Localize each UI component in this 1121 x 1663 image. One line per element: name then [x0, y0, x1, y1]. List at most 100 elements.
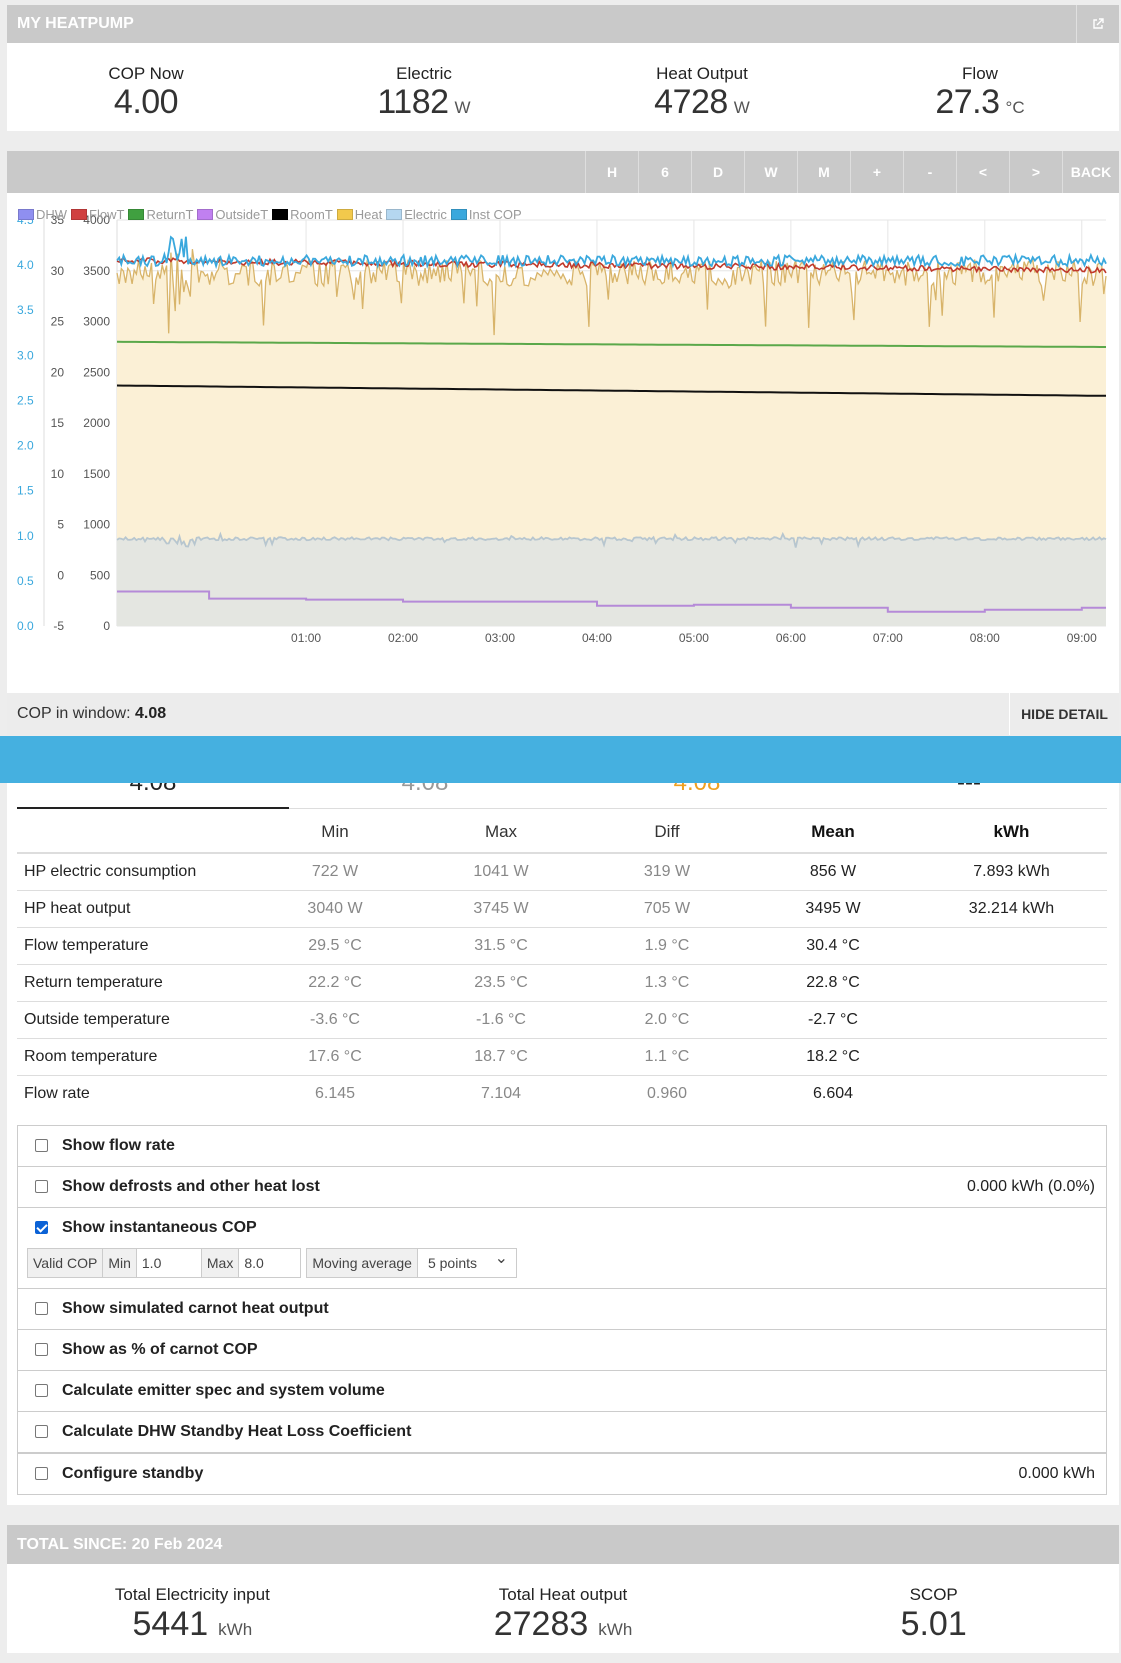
stat-unit: W: [733, 98, 750, 117]
carnot-heat-checkbox[interactable]: [35, 1302, 48, 1315]
legend-label: ReturnT: [146, 207, 194, 222]
legend-item[interactable]: FlowT: [71, 207, 124, 222]
table-cell: 31.5 °C: [418, 927, 584, 965]
legend-swatch: [272, 209, 289, 220]
heat-series-line: [116, 249, 1107, 336]
x-axis-tick: 07:00: [873, 631, 903, 645]
stat-heat-output: Heat Output 4728 W: [563, 43, 841, 131]
stat-value: 4728: [654, 83, 728, 121]
tab-cop-1[interactable]: 4.08: [17, 783, 289, 797]
tab-cop-2[interactable]: 4.08: [289, 783, 561, 797]
legend-swatch: [18, 209, 34, 220]
range-button-9[interactable]: BACK: [1062, 151, 1119, 193]
row-label: Room temperature: [17, 1038, 252, 1076]
flow-rate-checkbox[interactable]: [35, 1139, 48, 1152]
total-electricity: Total Electricity input 5441 kWh: [7, 1564, 378, 1653]
hide-detail-button[interactable]: HIDE DETAIL: [1009, 693, 1119, 735]
legend-item[interactable]: Heat: [336, 207, 382, 222]
max-cop-input[interactable]: 8.0: [239, 1248, 302, 1278]
range-button-7[interactable]: <: [956, 151, 1009, 193]
table-cell: 1041 W: [418, 853, 584, 891]
table-cell: 2.0 °C: [584, 1001, 750, 1039]
option-flow-rate[interactable]: Show flow rate: [18, 1126, 1106, 1167]
cop-axis-tick: 0.0: [17, 619, 34, 633]
table-row: Outside temperature -3.6 °C -1.6 °C 2.0 °C -…: [17, 1001, 1107, 1039]
min-cop-input[interactable]: 1.0: [136, 1248, 202, 1278]
table-cell: [916, 1075, 1107, 1112]
option-label: Show defrosts and other heat lost: [62, 1178, 320, 1195]
table-cell: 18.7 °C: [418, 1038, 584, 1076]
stat-unit: W: [454, 98, 471, 117]
moving-average-select[interactable]: 5 points: [417, 1245, 517, 1278]
table-cell: -3.6 °C: [252, 1001, 418, 1039]
range-button-5[interactable]: +: [850, 151, 903, 193]
range-button-0[interactable]: H: [585, 151, 638, 193]
range-button-3[interactable]: W: [744, 151, 797, 193]
totals-panel: Total Electricity input 5441 kWh Total He…: [7, 1564, 1119, 1653]
temp-axis-tick: 15: [51, 416, 65, 430]
carnot-pct-checkbox[interactable]: [35, 1343, 48, 1356]
stat-value: 27.3: [935, 83, 1000, 121]
stat-value: 1182: [377, 83, 449, 121]
table-cell: 3745 W: [418, 890, 584, 928]
legend-swatch: [450, 209, 467, 220]
row-label: Return temperature: [17, 964, 252, 1002]
temp-axis-tick: 5: [57, 518, 64, 532]
option-inst-cop[interactable]: Show instantaneous COP Valid COP Min 1.0…: [18, 1208, 1106, 1289]
range-button-1[interactable]: 6: [638, 151, 691, 193]
external-link-icon[interactable]: [1076, 5, 1119, 43]
heatpump-chart[interactable]: 4.54.03.53.02.52.01.51.00.50.03530252015…: [7, 193, 1119, 693]
power-axis-tick: 2000: [83, 416, 110, 430]
option-emitter[interactable]: Calculate emitter spec and system volume: [18, 1371, 1106, 1412]
option-dhw-loss[interactable]: Calculate DHW Standby Heat Loss Coeffici…: [18, 1412, 1106, 1453]
range-button-4[interactable]: M: [797, 151, 850, 193]
legend-label: Inst COP: [468, 207, 522, 222]
chart-toolbar: H 6 D W M + - < > BACK: [7, 151, 1119, 193]
legend-item[interactable]: Electric: [386, 207, 447, 222]
standby-value: 0.000 kWh: [1018, 1465, 1095, 1482]
option-label: Configure standby: [62, 1465, 204, 1482]
inst-cop-checkbox[interactable]: [35, 1221, 48, 1234]
cop-axis-tick: 1.5: [17, 484, 34, 498]
x-axis-tick: 01:00: [291, 631, 321, 645]
range-button-6[interactable]: -: [903, 151, 956, 193]
option-carnot-pct[interactable]: Show as % of carnot COP: [18, 1330, 1106, 1371]
table-cell: 23.5 °C: [418, 964, 584, 1002]
legend-item[interactable]: RoomT: [272, 207, 333, 222]
power-axis-tick: 0: [103, 619, 110, 633]
option-standby[interactable]: Configure standby 0.000 kWh: [18, 1453, 1106, 1494]
emitter-checkbox[interactable]: [35, 1384, 48, 1397]
table-cell: [916, 927, 1107, 965]
flowt-series-line: [116, 256, 1107, 274]
electric-series-line: [116, 531, 1107, 549]
total-unit: kWh: [218, 1620, 253, 1639]
tab-cop-3[interactable]: 4.08: [561, 783, 833, 797]
legend-item[interactable]: OutsideT: [197, 207, 268, 222]
cop-axis-tick: 1.0: [17, 529, 34, 543]
options-panel: Show flow rate Show defrosts and other h…: [17, 1125, 1107, 1495]
legend-item[interactable]: DHW: [18, 207, 67, 222]
total-scop: SCOP 5.01: [748, 1564, 1119, 1653]
range-button-2[interactable]: D: [691, 151, 744, 193]
legend-item[interactable]: Inst COP: [450, 207, 522, 222]
legend-label: FlowT: [89, 207, 125, 222]
x-axis-tick: 06:00: [776, 631, 806, 645]
moving-average-label: Moving average: [306, 1248, 418, 1278]
temp-axis-tick: -5: [53, 619, 64, 633]
stat-label: Flow: [962, 64, 998, 83]
tab-cop-4[interactable]: ---: [833, 783, 1105, 797]
option-carnot-heat[interactable]: Show simulated carnot heat output: [18, 1289, 1106, 1330]
defrost-heat-value: 0.000 kWh (0.0%): [966, 1178, 1095, 1195]
standby-checkbox[interactable]: [35, 1467, 48, 1480]
dhw-loss-checkbox[interactable]: [35, 1425, 48, 1438]
cop-axis-tick: 0.5: [17, 574, 34, 588]
defrosts-checkbox[interactable]: [35, 1180, 48, 1193]
col-kwh: kWh: [916, 811, 1107, 854]
stat-unit: °C: [1005, 98, 1025, 117]
option-defrosts[interactable]: Show defrosts and other heat lost 0.000 …: [18, 1167, 1106, 1208]
range-button-8[interactable]: >: [1009, 151, 1062, 193]
row-label: HP heat output: [17, 890, 252, 928]
table-cell: 29.5 °C: [252, 927, 418, 965]
legend-label: DHW: [36, 207, 68, 222]
legend-item[interactable]: ReturnT: [128, 207, 193, 222]
